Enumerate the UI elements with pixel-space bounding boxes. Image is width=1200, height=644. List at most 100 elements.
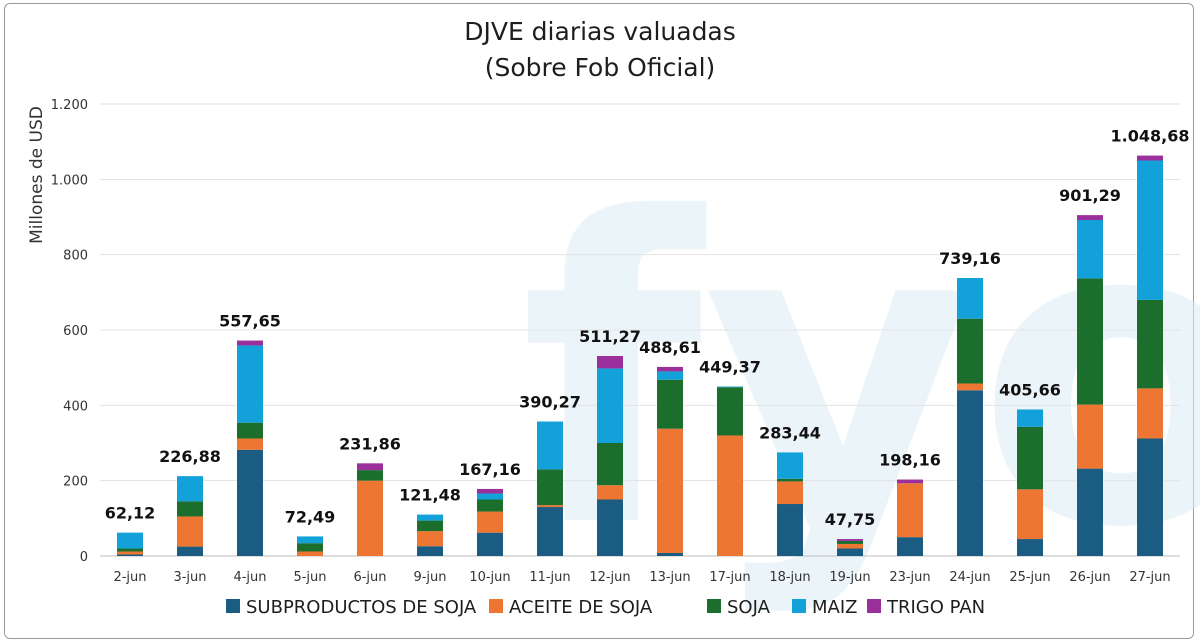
- bar-segment: [417, 546, 443, 556]
- bar-segment: [717, 435, 743, 556]
- bar-segment: [237, 422, 263, 439]
- x-tick-label: 17-jun: [709, 570, 750, 585]
- total-label: 226,88: [159, 447, 221, 466]
- chart-title: DJVE diarias valuadas: [464, 17, 736, 46]
- bar-segment: [777, 481, 803, 505]
- bar-segment: [477, 493, 503, 500]
- bar-segment: [837, 548, 863, 556]
- total-label: 62,12: [105, 504, 156, 523]
- x-tick-label: 24-jun: [949, 570, 990, 585]
- bar-segment: [537, 505, 563, 508]
- bar-segment: [1077, 278, 1103, 405]
- bar-segment: [477, 488, 503, 494]
- y-tick-label: 600: [63, 324, 88, 339]
- legend-label: MAIZ: [812, 597, 857, 618]
- x-tick-label: 27-jun: [1129, 570, 1170, 585]
- x-tick-label: 5-jun: [293, 570, 326, 585]
- bar-segment: [1137, 299, 1163, 389]
- bar-segment: [837, 539, 863, 541]
- y-axis-ticks: 0 200 400 600 800 1.000 1.200: [51, 98, 88, 565]
- legend-swatch: [867, 599, 881, 613]
- total-label: 405,66: [999, 380, 1061, 399]
- y-tick-label: 200: [63, 475, 88, 490]
- legend-label: SOJA: [727, 597, 771, 618]
- total-label: 198,16: [879, 451, 941, 470]
- bar-segment: [597, 355, 623, 369]
- total-label: 167,16: [459, 460, 521, 479]
- total-label: 1.048,68: [1111, 127, 1190, 146]
- total-labels: 62,12 226,88 557,65 72,49 231,86 121,48 167,16…: [105, 127, 1190, 529]
- bar-segment: [1017, 426, 1043, 490]
- bar-segment: [1077, 215, 1103, 221]
- bar-segment: [357, 480, 383, 556]
- bar-segment: [777, 452, 803, 479]
- bar-segment: [477, 532, 503, 556]
- bar-segment: [1137, 155, 1163, 161]
- bar-segment: [237, 449, 263, 556]
- bar-segment: [297, 551, 323, 556]
- y-tick-label: 400: [63, 399, 88, 414]
- total-label: 283,44: [759, 423, 821, 442]
- legend-swatch: [489, 599, 503, 613]
- y-axis-label: Millones de USD: [27, 106, 47, 244]
- bar-segment: [657, 428, 683, 553]
- bar-segment: [477, 511, 503, 533]
- bar-segment: [837, 543, 863, 549]
- bar-segment: [657, 379, 683, 429]
- bar-segment: [957, 278, 983, 319]
- bar-segment: [717, 387, 743, 436]
- bar-segment: [1137, 388, 1163, 439]
- bar-segment: [417, 514, 443, 521]
- bar-segment: [297, 543, 323, 552]
- bar-segment: [1137, 160, 1163, 300]
- bar-segment: [717, 386, 743, 388]
- bar-segment: [1017, 409, 1043, 427]
- bar-segment: [177, 546, 203, 556]
- bar-segment: [237, 345, 263, 423]
- x-tick-label: 4-jun: [233, 570, 266, 585]
- bar-segment: [117, 548, 143, 552]
- total-label: 72,49: [285, 507, 336, 526]
- bar-segment: [177, 501, 203, 517]
- bar-segment: [117, 532, 143, 549]
- bar-segment: [1077, 404, 1103, 469]
- bar-segment: [417, 520, 443, 532]
- total-label: 511,27: [579, 327, 641, 346]
- y-tick-label: 1.000: [51, 173, 88, 188]
- bar-segment: [297, 536, 323, 544]
- bar-segment: [657, 371, 683, 380]
- legend: SUBPRODUCTOS DE SOJA ACEITE DE SOJA SOJA MA…: [226, 597, 985, 618]
- legend-swatch: [707, 599, 721, 613]
- x-axis-ticks: 2-jun 3-jun 4-jun 5-jun 6-jun 9-jun 10-jun 11-j…: [113, 570, 1170, 585]
- bar-segment: [177, 476, 203, 502]
- bar-segment: [897, 537, 923, 556]
- total-label: 901,29: [1059, 186, 1121, 205]
- x-tick-label: 23-jun: [889, 570, 930, 585]
- bar-segment: [1077, 220, 1103, 279]
- bar-segment: [177, 516, 203, 547]
- legend-label: ACEITE DE SOJA: [509, 597, 653, 618]
- bar-segment: [1077, 468, 1103, 556]
- x-tick-label: 26-jun: [1069, 570, 1110, 585]
- x-tick-label: 18-jun: [769, 570, 810, 585]
- y-tick-label: 800: [63, 249, 88, 264]
- bar-segment: [957, 383, 983, 391]
- bar-segment: [597, 485, 623, 500]
- bar-segment: [777, 504, 803, 556]
- x-tick-label: 25-jun: [1009, 570, 1050, 585]
- total-label: 449,37: [699, 358, 761, 377]
- bar-segment: [117, 551, 143, 555]
- x-tick-label: 9-jun: [413, 570, 446, 585]
- bar-segment: [537, 507, 563, 556]
- x-tick-label: 10-jun: [469, 570, 510, 585]
- bar-segment: [237, 438, 263, 450]
- total-label: 47,75: [825, 510, 876, 529]
- bar-segment: [597, 443, 623, 486]
- bars: [117, 155, 1163, 556]
- y-tick-label: 0: [80, 550, 88, 565]
- x-tick-label: 13-jun: [649, 570, 690, 585]
- legend-swatch: [792, 599, 806, 613]
- x-tick-label: 12-jun: [589, 570, 630, 585]
- bar-segment: [657, 552, 683, 556]
